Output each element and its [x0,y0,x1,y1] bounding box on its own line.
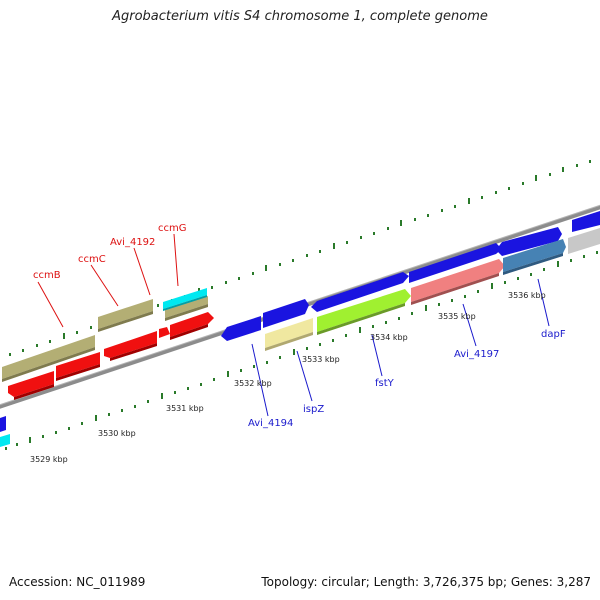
gene-red-2-shade [56,364,100,381]
gene-fstY-lime-shade [317,303,405,335]
gene-label[interactable]: dapF [541,329,566,340]
top-gene-labels: ccmB ccmC Avi_4192 ccmG [33,223,187,281]
gene-red-3[interactable] [104,331,157,358]
gene-red-5[interactable] [170,312,214,337]
scale-labels: 3529 kbp 3530 kbp 3531 kbp 3532 kbp 3533… [30,291,546,464]
gene-ccmG-cyan-shade [163,295,207,311]
gene-ispZ-paleyellow-shade [265,332,313,351]
gene-edge-cyan[interactable] [0,434,10,447]
gene-ispZ-paleyellow[interactable] [265,318,313,348]
gene-dapF-steel-shade [503,253,563,275]
gene-red-5-shade [170,324,208,340]
gene-blue-6[interactable] [572,211,600,232]
scale-label: 3530 kbp [98,429,136,438]
gene-label[interactable]: ispZ [303,404,324,415]
scale-label: 3535 kbp [438,312,476,321]
gene-ccmB-khaki[interactable] [2,335,95,379]
gene-red-2[interactable] [56,352,100,378]
leader-Avi4197 [462,303,477,347]
scale-label: 3536 kbp [508,291,546,300]
scale-label: 3531 kbp [166,404,204,413]
gene-label[interactable]: ccmC [78,254,106,265]
gene-blue-4[interactable] [409,243,502,283]
gene-label[interactable]: Avi_4192 [110,237,155,248]
gene-red-1-shade [14,384,54,400]
scale-label: 3532 kbp [234,379,272,388]
leader-fstY [371,334,383,377]
bottom-gene-labels: Avi_4194 ispZ fstY Avi_4197 dapF [248,329,566,429]
leader-ccmG [173,233,179,287]
gene-edge-blue[interactable] [0,416,6,432]
scale-label: 3534 kbp [370,333,408,342]
leader-ccmC [90,264,119,307]
leader-Avi4194 [251,343,269,417]
gene-blue-3[interactable] [311,272,409,312]
bottom-tick-ruler [5,251,598,450]
gene-ccmG-cyan[interactable] [163,288,207,309]
gene-dapF-steel[interactable] [503,239,566,272]
top-label-leaders [37,233,179,328]
bottom-label-leaders [251,278,550,417]
gene-blue-1[interactable] [221,316,261,341]
leader-dapF [537,278,550,327]
map-title: Agrobacterium vitis S4 chromosome 1, com… [112,9,488,24]
gene-ccmB-khaki-shade [2,347,95,382]
summary-text: Topology: circular; Length: 3,726,375 bp… [261,575,591,589]
gene-ccmG-khaki[interactable] [165,296,208,318]
gene-ccmG-khaki-shade [165,304,208,321]
gene-label[interactable]: Avi_4194 [248,418,293,429]
gene-blue-2[interactable] [263,299,309,328]
gene-Avi4197-salmon-shade [411,273,499,305]
gene-label[interactable]: fstY [375,378,395,389]
leader-ccmB [37,281,64,328]
gene-blue-5[interactable] [496,227,562,256]
gene-fstY-lime[interactable] [317,289,411,332]
gene-red-4[interactable] [159,327,170,338]
scale-label: 3533 kbp [302,355,340,364]
leader-Avi4192 [133,247,151,296]
gene-label[interactable]: Avi_4197 [454,349,499,360]
gene-grey[interactable] [568,228,600,254]
accession-text: Accession: NC_011989 [9,575,146,589]
gene-label[interactable]: ccmG [158,223,187,234]
gene-red-1[interactable] [8,371,54,397]
leader-ispZ [296,350,313,402]
gene-red-3-shade [110,343,157,361]
gene-ccmC-khaki[interactable] [98,299,153,329]
gene-Avi4197-salmon[interactable] [411,259,505,302]
scale-label: 3529 kbp [30,455,68,464]
gene-ccmC-khaki-shade [98,311,153,332]
gene-label[interactable]: ccmB [33,270,61,281]
